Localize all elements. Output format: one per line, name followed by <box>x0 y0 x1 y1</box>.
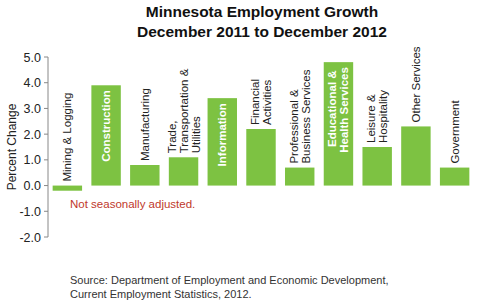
y-tick-label: 0.0 <box>24 179 41 193</box>
category-label: Manufacturing <box>139 88 151 161</box>
y-axis-label: Percent Change <box>5 103 19 190</box>
y-tick <box>44 211 48 212</box>
category-label-line: Construction <box>100 90 112 162</box>
bar <box>130 165 159 186</box>
y-tick-label: -2.0 <box>19 231 41 245</box>
y-tick-label: -1.0 <box>19 205 41 219</box>
y-tick <box>44 57 48 58</box>
category-label: Trade, Transportation & Utilities <box>166 65 202 153</box>
chart-svg: Minnesota Employment Growth December 2011… <box>0 0 479 307</box>
y-tick-label: 2.0 <box>24 128 41 142</box>
bar <box>401 126 430 185</box>
category-label-line: Trade, <box>166 117 178 153</box>
category-label-line: Educational & <box>326 67 338 147</box>
category-label-line: Financial <box>249 76 261 125</box>
category-label-line: Hospitality <box>377 90 389 143</box>
category-label: Mining & Logging <box>61 93 73 182</box>
category-label: Professional & Business Services <box>288 69 312 163</box>
bars <box>53 62 470 191</box>
y-tick-label: 3.0 <box>24 102 41 116</box>
chart-title: December 2011 to December 2012 <box>137 23 387 40</box>
y-tick <box>44 237 48 238</box>
y-tick-label: 5.0 <box>24 51 41 65</box>
bar <box>324 62 353 185</box>
category-label: Construction <box>100 90 112 162</box>
category-label-line: Utilities <box>190 116 202 153</box>
category-label-line: Leisure & <box>365 91 377 143</box>
category-label-line: Professional & <box>288 86 300 163</box>
y-axis-line <box>48 57 49 237</box>
chart-title: Minnesota Employment Growth <box>146 3 379 20</box>
source-note: Source: Department of Employment and Eco… <box>70 274 389 286</box>
y-tick-label: 1.0 <box>24 153 41 167</box>
category-label-line: Manufacturing <box>139 88 151 161</box>
y-tick <box>44 159 48 160</box>
category-label-line: Mining & Logging <box>61 93 73 182</box>
category-label-line: Government <box>449 99 461 163</box>
annotation: Not seasonally adjusted. <box>70 198 195 210</box>
bar <box>169 157 198 185</box>
y-tick <box>44 108 48 109</box>
y-tick-label: 4.0 <box>24 76 41 90</box>
category-label-line: Transportation & <box>178 65 190 153</box>
y-tick <box>44 134 48 135</box>
category-label: Educational & Health Services <box>326 67 350 153</box>
category-label: Information <box>216 103 228 166</box>
bar <box>208 98 237 185</box>
bar <box>53 186 82 191</box>
category-label-line: Other Services <box>410 46 422 122</box>
category-label: Government <box>449 99 461 163</box>
category-label: Financial Activities <box>249 76 273 125</box>
category-label-line: Activities <box>261 79 273 125</box>
y-tick <box>44 185 48 186</box>
y-tick <box>44 82 48 83</box>
bar <box>285 168 314 186</box>
category-label-line: Health Services <box>338 67 350 153</box>
source-note: Current Employment Statistics, 2012. <box>70 288 252 300</box>
bar <box>91 85 120 185</box>
bar <box>362 147 391 186</box>
bar <box>440 168 469 186</box>
bar <box>246 129 275 186</box>
category-label: Leisure & Hospitality <box>365 90 389 143</box>
chart-container: Minnesota Employment Growth December 2011… <box>0 0 479 307</box>
category-label: Other Services <box>410 46 422 122</box>
category-label-line: Information <box>216 103 228 166</box>
category-label-line: Business Services <box>300 69 312 163</box>
